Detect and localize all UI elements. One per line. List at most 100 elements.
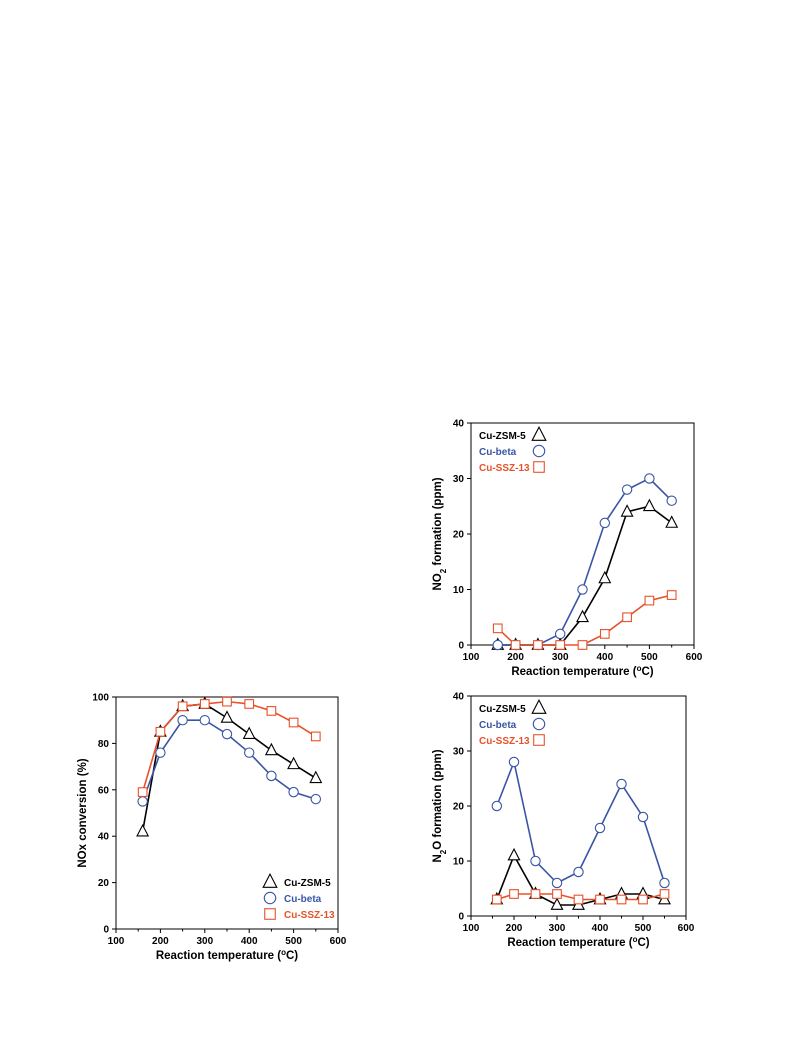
point-cu-beta xyxy=(644,473,655,484)
legend-label: Cu-SSZ-13 xyxy=(284,910,335,921)
x-tick-label: 200 xyxy=(506,923,523,934)
point-cu-ssz-13 xyxy=(509,889,519,899)
point-cu-beta xyxy=(199,714,211,726)
ylabel-part: O formation (ppm) xyxy=(432,749,444,849)
ylabel-part: formation (ppm) xyxy=(432,477,444,569)
point-cu-beta xyxy=(551,877,563,889)
x-tick-label: 400 xyxy=(596,652,613,663)
point-cu-ssz-13 xyxy=(288,717,299,728)
point-cu-ssz-13 xyxy=(222,696,232,707)
legend-label: Cu-SSZ-13 xyxy=(479,736,530,747)
x-axis-label-text: Reaction temperature ( xyxy=(511,666,636,678)
y-tick-label: 0 xyxy=(103,925,109,936)
legend-marker-square xyxy=(533,461,545,473)
point-cu-ssz-13 xyxy=(638,894,648,905)
x-axis-label-text: Reaction temperature ( xyxy=(507,937,632,949)
legend-label: Cu-ZSM-5 xyxy=(479,431,526,442)
point-cu-ssz-13 xyxy=(644,595,655,606)
point-cu-zsm-5 xyxy=(136,823,150,837)
point-cu-beta xyxy=(155,747,166,758)
x-tick-label: 500 xyxy=(285,936,302,947)
point-cu-beta xyxy=(594,822,606,834)
x-axis-label: Reaction temperature (oC) xyxy=(507,935,649,950)
point-cu-ssz-13 xyxy=(666,590,677,600)
point-cu-beta xyxy=(243,747,255,758)
y-tick-label: 80 xyxy=(98,739,110,750)
legend: Cu-ZSM-5 Cu-beta Cu-SSZ-13 xyxy=(262,872,335,921)
point-cu-ssz-13 xyxy=(622,612,632,623)
x-tick-label: 100 xyxy=(108,936,125,947)
y-tick-label: 40 xyxy=(453,419,465,430)
point-cu-zsm-5 xyxy=(598,570,612,584)
x-tick-label: 300 xyxy=(196,936,213,947)
y-tick-label: 40 xyxy=(98,832,110,843)
point-cu-ssz-13 xyxy=(552,889,562,899)
point-cu-ssz-13 xyxy=(599,629,610,639)
chart-no2: 100 200 300 400 500 600 0 10 20 30 40 Reaction temp… xyxy=(432,419,703,679)
legend-label: Cu-beta xyxy=(284,894,322,905)
series-line-cu-zsm-5 xyxy=(497,505,673,646)
y-tick-label: 20 xyxy=(98,878,110,889)
point-cu-beta xyxy=(554,628,566,640)
legend-label: Cu-ZSM-5 xyxy=(284,878,331,889)
x-axis-label-unit-o: o xyxy=(637,664,642,673)
legend-label: Cu-beta xyxy=(479,447,517,458)
legend: Cu-ZSM-5 Cu-beta Cu-SSZ-13 xyxy=(479,698,547,747)
legend-marker-triangle xyxy=(531,698,547,714)
point-cu-zsm-5 xyxy=(309,770,323,784)
y-tick-label: 0 xyxy=(458,912,464,923)
y-tick-label: 10 xyxy=(453,585,465,596)
x-tick-label: 600 xyxy=(686,652,703,663)
point-cu-beta xyxy=(659,877,670,889)
point-cu-beta xyxy=(637,811,649,823)
point-cu-zsm-5 xyxy=(576,609,589,623)
x-tick-label: 600 xyxy=(330,936,347,947)
legend-marker-circle xyxy=(263,891,277,905)
legend-marker-square xyxy=(264,908,276,920)
x-axis-label-unit-c: C) xyxy=(286,950,298,962)
y-tick-label: 100 xyxy=(92,693,109,704)
x-axis-label: Reaction temperature (oC) xyxy=(511,664,653,679)
ylabel-part: NO xyxy=(432,573,444,590)
point-cu-beta xyxy=(491,800,503,812)
legend-label: Cu-beta xyxy=(479,720,517,731)
ylabel-part: N xyxy=(432,854,444,862)
point-cu-zsm-5 xyxy=(550,897,564,910)
point-cu-beta xyxy=(530,855,541,867)
y-tick-label: 10 xyxy=(453,857,465,868)
x-tick-label: 300 xyxy=(549,923,566,934)
point-cu-beta xyxy=(310,793,322,805)
y-tick-label: 30 xyxy=(453,474,465,485)
point-cu-zsm-5 xyxy=(642,498,656,512)
point-cu-ssz-13 xyxy=(616,894,627,905)
legend-marker-triangle xyxy=(262,872,278,888)
legend-marker-triangle xyxy=(531,425,547,441)
chart-n2o: 100 200 300 400 500 600 0 10 20 30 40 Reaction temp… xyxy=(432,692,695,950)
point-cu-beta xyxy=(573,866,584,878)
point-cu-ssz-13 xyxy=(244,699,255,709)
point-cu-ssz-13 xyxy=(555,640,566,650)
point-cu-beta xyxy=(177,714,188,726)
legend-marker-circle xyxy=(532,444,546,458)
x-tick-label: 100 xyxy=(463,652,480,663)
point-cu-zsm-5 xyxy=(264,742,278,756)
legend: Cu-ZSM-5 Cu-beta Cu-SSZ-13 xyxy=(479,425,547,474)
point-cu-beta xyxy=(221,728,233,740)
point-cu-ssz-13 xyxy=(530,889,541,899)
x-tick-label: 600 xyxy=(678,923,695,934)
x-tick-label: 400 xyxy=(241,936,258,947)
y-axis-label: NOx conversion (%) xyxy=(77,758,89,867)
x-tick-label: 500 xyxy=(635,923,652,934)
point-cu-ssz-13 xyxy=(533,640,543,650)
point-cu-ssz-13 xyxy=(310,731,321,742)
ylabel-subscript: 2 xyxy=(439,849,448,854)
y-tick-label: 30 xyxy=(453,747,465,758)
x-tick-label: 400 xyxy=(592,923,609,934)
point-cu-ssz-13 xyxy=(510,640,521,650)
point-cu-ssz-13 xyxy=(137,787,148,797)
x-axis-label: Reaction temperature (oC) xyxy=(156,948,298,963)
point-cu-beta xyxy=(616,778,627,790)
x-axis-label-unit-o: o xyxy=(281,948,286,957)
series-line-cu-beta xyxy=(496,759,666,884)
